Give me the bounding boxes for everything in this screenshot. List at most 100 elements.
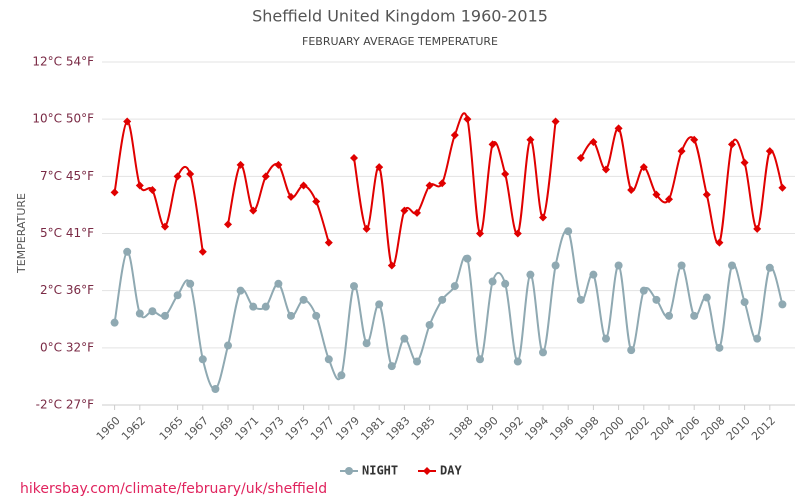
- x-tick-label: 1981: [358, 414, 387, 443]
- point: [753, 224, 762, 233]
- point: [665, 311, 673, 320]
- point: [576, 295, 585, 304]
- point: [652, 295, 661, 304]
- point: [274, 279, 283, 288]
- x-tick-label: 1971: [232, 414, 261, 443]
- point: [463, 115, 472, 124]
- point: [148, 307, 157, 316]
- chart-title: Sheffield United Kingdom 1960-2015: [252, 7, 548, 26]
- y-tick-label: 5°C 41°F: [40, 226, 94, 240]
- point: [198, 247, 207, 256]
- point: [261, 172, 270, 181]
- point: [211, 384, 220, 393]
- y-axis-title: TEMPERATURE: [15, 193, 28, 274]
- legend-label: NIGHT: [362, 464, 398, 478]
- x-tick-label: 1988: [447, 414, 476, 443]
- x-tick-label: 2010: [724, 414, 753, 443]
- point: [261, 302, 270, 311]
- series: [110, 227, 787, 393]
- point: [513, 357, 522, 366]
- point: [677, 261, 686, 270]
- point: [135, 181, 144, 190]
- x-tick-label: 1994: [522, 414, 551, 443]
- point: [639, 286, 648, 295]
- point: [362, 224, 371, 233]
- point: [753, 334, 762, 343]
- point: [715, 343, 724, 352]
- point: [438, 179, 447, 188]
- point: [778, 183, 787, 192]
- point: [224, 341, 232, 350]
- point: [337, 371, 346, 380]
- point: [639, 163, 648, 172]
- point: [602, 334, 610, 343]
- point: [715, 238, 724, 247]
- point: [728, 261, 736, 270]
- point: [702, 190, 711, 199]
- point: [350, 282, 358, 291]
- point: [186, 170, 195, 179]
- legend-label: DAY: [440, 464, 462, 478]
- point: [324, 355, 333, 364]
- point: [362, 339, 371, 348]
- point: [765, 263, 774, 272]
- chart-subtitle: FEBRUARY AVERAGE TEMPERATURE: [302, 35, 498, 48]
- x-tick-label: 1996: [547, 414, 576, 443]
- point: [173, 291, 182, 300]
- point: [690, 135, 699, 144]
- point: [476, 229, 484, 238]
- x-tick-label: 1977: [308, 414, 337, 443]
- point: [501, 279, 510, 288]
- point: [438, 295, 447, 304]
- y-tick-label: 2°C 36°F: [40, 283, 94, 297]
- point: [148, 186, 157, 195]
- point: [450, 131, 459, 140]
- x-tick-label: 2008: [699, 414, 728, 443]
- point: [186, 279, 195, 288]
- point: [173, 172, 182, 181]
- point: [539, 348, 547, 357]
- point: [513, 229, 522, 238]
- x-tick-label: 1973: [258, 414, 287, 443]
- point: [110, 188, 119, 197]
- x-tick-label: 2004: [648, 414, 677, 443]
- point: [740, 158, 749, 167]
- point: [778, 300, 787, 309]
- point: [526, 270, 535, 279]
- point: [627, 346, 636, 355]
- point: [589, 138, 598, 147]
- point: [765, 147, 774, 156]
- point: [135, 309, 144, 318]
- point: [740, 298, 749, 307]
- point: [476, 355, 484, 364]
- point: [400, 334, 409, 343]
- point: [413, 208, 421, 217]
- x-tick-label: 1975: [283, 414, 312, 443]
- x-tick-label: 1983: [384, 414, 413, 443]
- x-tick-label: 1992: [497, 414, 526, 443]
- point: [387, 362, 396, 371]
- point: [551, 117, 560, 126]
- legend-marker: [423, 467, 431, 475]
- point: [627, 186, 636, 195]
- point: [198, 355, 207, 364]
- series-line: [227, 163, 330, 243]
- point: [602, 165, 610, 174]
- series-line: [579, 127, 784, 245]
- y-tick-label: -2°C 27°F: [36, 398, 94, 412]
- series-line: [113, 229, 784, 391]
- series: [110, 112, 787, 270]
- point: [564, 227, 573, 236]
- point: [299, 295, 308, 304]
- legend-marker: [345, 467, 353, 475]
- point: [488, 140, 497, 149]
- point: [387, 261, 396, 270]
- point: [614, 261, 623, 270]
- x-tick-label: 1979: [333, 414, 362, 443]
- point: [526, 135, 535, 144]
- x-tick-label: 1965: [157, 414, 186, 443]
- point: [161, 222, 169, 231]
- x-tick-label: 1998: [573, 414, 602, 443]
- x-tick-label: 2012: [749, 414, 778, 443]
- point: [312, 311, 321, 320]
